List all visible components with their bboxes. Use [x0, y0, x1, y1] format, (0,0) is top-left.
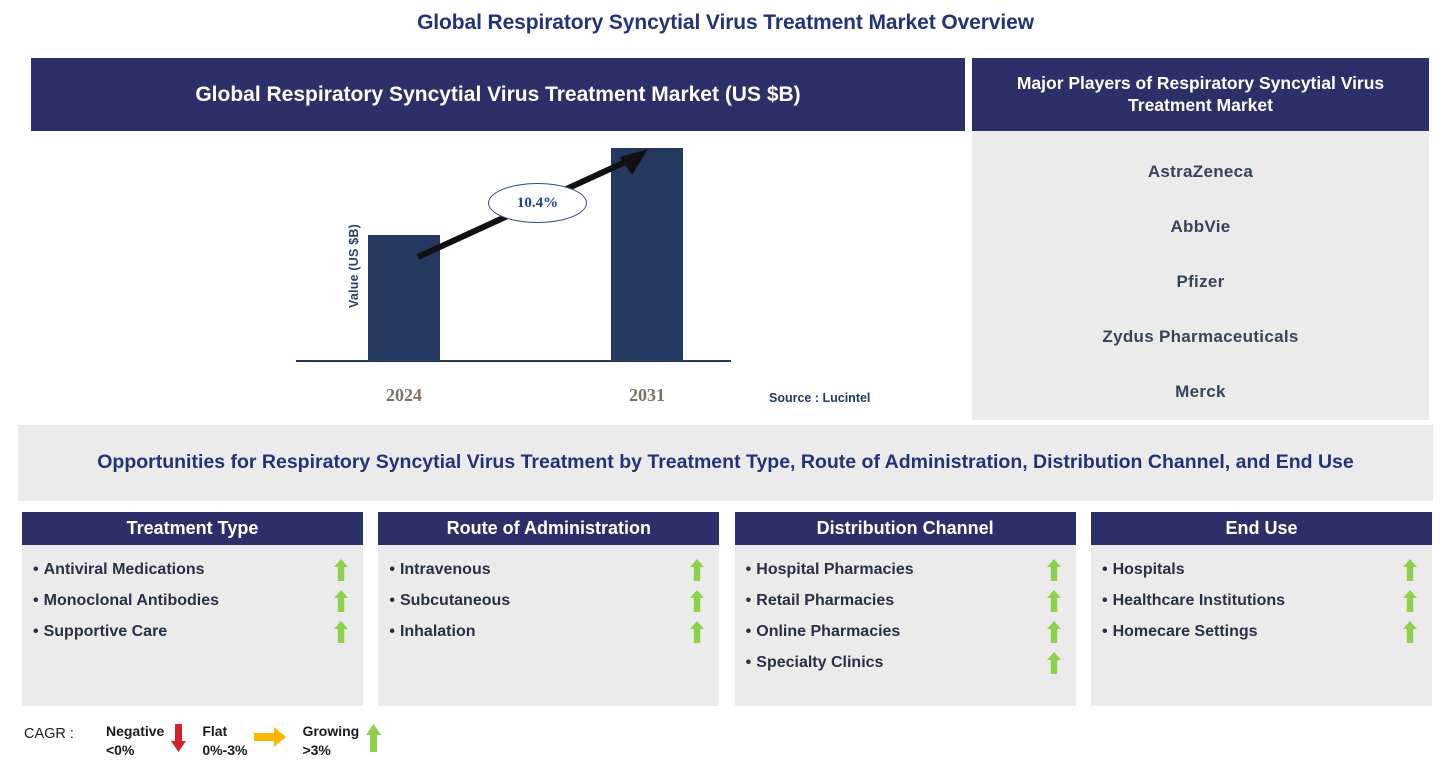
column-body-end-use: Hospitals Healthcare Institutions Homeca… [1091, 545, 1432, 706]
list-item: Monoclonal Antibodies [33, 585, 353, 616]
bar-2031 [611, 148, 683, 360]
list-item: Zydus Pharmaceuticals [1102, 327, 1299, 346]
arrow-up-icon [329, 558, 353, 581]
legend-item-flat-text: Flat 0%-3% [202, 722, 247, 760]
arrow-up-icon [1398, 620, 1422, 643]
list-item-label: Inhalation [389, 623, 476, 641]
legend-label: Growing [302, 723, 360, 739]
legend-range: >3% [302, 741, 331, 758]
market-chart-panel: Global Respiratory Syncytial Virus Treat… [31, 58, 965, 420]
list-item: Antiviral Medications [33, 554, 353, 585]
x-tick-2024: 2024 [386, 385, 422, 405]
page-title: Global Respiratory Syncytial Virus Treat… [417, 11, 1034, 34]
major-players-list: AstraZeneca AbbVie Pfizer Zydus Pharmace… [972, 131, 1429, 419]
list-item: Hospitals [1102, 554, 1422, 585]
arrow-up-icon [329, 589, 353, 612]
list-item: Subcutaneous [389, 585, 709, 616]
bar-2024 [368, 235, 440, 360]
opportunities-banner: Opportunities for Respiratory Syncytial … [18, 425, 1433, 501]
column-header-distribution-channel: Distribution Channel [734, 512, 1076, 545]
arrow-up-icon [1042, 651, 1066, 674]
list-item: Merck [1175, 382, 1226, 401]
list-item-label: Healthcare Institutions [1102, 592, 1285, 610]
arrow-up-icon [1042, 620, 1066, 643]
opportunity-columns: Treatment Type Antiviral Medications Mon… [22, 512, 1432, 706]
market-chart-header: Global Respiratory Syncytial Virus Treat… [31, 58, 965, 131]
x-tick-2031: 2031 [629, 385, 665, 405]
list-item-label: Supportive Care [33, 623, 168, 641]
list-item-label: Retail Pharmacies [746, 592, 894, 610]
cagr-legend-title: CAGR : [24, 726, 74, 742]
arrow-down-icon [171, 724, 187, 752]
arrow-up-icon [1042, 558, 1066, 581]
arrow-up-icon [366, 724, 382, 752]
arrow-up-icon [685, 620, 709, 643]
list-item: Hospital Pharmacies [746, 554, 1066, 585]
market-bar-chart: Value (US $B) 2024 2031 10.4% [31, 131, 965, 420]
column-header-treatment-type: Treatment Type [22, 512, 363, 545]
column-body-distribution-channel: Hospital Pharmacies Retail Pharmacies On… [735, 545, 1076, 706]
column-end-use: End Use Hospitals Healthcare Institution… [1090, 512, 1432, 706]
legend-range: 0%-3% [202, 741, 248, 758]
list-item-label: Intravenous [389, 561, 491, 579]
legend-item-flat: Flat 0%-3% [202, 722, 287, 760]
list-item: Homecare Settings [1102, 616, 1422, 647]
legend-item-growing: Growing >3% [302, 722, 382, 760]
major-players-panel: Major Players of Respiratory Syncytial V… [972, 58, 1429, 420]
arrow-up-icon [685, 558, 709, 581]
legend-item-negative-text: Negative <0% [106, 722, 164, 760]
column-body-treatment-type: Antiviral Medications Monoclonal Antibod… [22, 545, 363, 706]
chart-source-note: Source : Lucintel [769, 391, 871, 405]
column-distribution-channel: Distribution Channel Hospital Pharmacies… [734, 512, 1076, 706]
arrow-up-icon [685, 589, 709, 612]
arrow-up-icon [1042, 589, 1066, 612]
list-item: Intravenous [389, 554, 709, 585]
chart-plot-area: 2024 2031 10.4% [296, 131, 731, 420]
major-players-header: Major Players of Respiratory Syncytial V… [972, 58, 1429, 131]
cagr-legend: CAGR : Negative <0% Flat 0%-3% Growing >… [24, 722, 397, 768]
list-item: Retail Pharmacies [746, 585, 1066, 616]
arrow-up-icon [329, 620, 353, 643]
list-item: Online Pharmacies [746, 616, 1066, 647]
list-item-label: Monoclonal Antibodies [33, 592, 219, 610]
list-item: AbbVie [1170, 217, 1231, 236]
list-item-label: Subcutaneous [389, 592, 510, 610]
column-route-of-administration: Route of Administration Intravenous Subc… [378, 512, 720, 706]
list-item-label: Antiviral Medications [33, 561, 205, 579]
legend-label: Negative [105, 723, 165, 739]
column-treatment-type: Treatment Type Antiviral Medications Mon… [22, 512, 363, 706]
cagr-value-callout: 10.4% [488, 183, 587, 223]
list-item-label: Specialty Clinics [746, 654, 883, 672]
list-item: Specialty Clinics [746, 647, 1066, 678]
list-item: Inhalation [389, 616, 709, 647]
legend-label: Flat [202, 723, 228, 739]
legend-item-negative: Negative <0% [106, 722, 187, 760]
list-item: AstraZeneca [1147, 162, 1254, 181]
arrow-right-icon [254, 724, 287, 747]
column-body-route-of-administration: Intravenous Subcutaneous Inhalation [378, 545, 719, 706]
arrow-up-icon [1398, 589, 1422, 612]
list-item-label: Homecare Settings [1102, 623, 1258, 641]
list-item: Pfizer [1176, 272, 1225, 291]
list-item-label: Online Pharmacies [746, 623, 900, 641]
list-item: Supportive Care [33, 616, 353, 647]
legend-range: <0% [105, 741, 135, 758]
chart-x-axis [296, 360, 731, 362]
column-header-end-use: End Use [1090, 512, 1432, 545]
opportunities-banner-text: Opportunities for Respiratory Syncytial … [97, 451, 1354, 474]
list-item-label: Hospitals [1102, 561, 1185, 579]
arrow-up-icon [1398, 558, 1422, 581]
column-header-route-of-administration: Route of Administration [378, 512, 720, 545]
list-item-label: Hospital Pharmacies [746, 561, 913, 579]
list-item: Healthcare Institutions [1102, 585, 1422, 616]
legend-item-growing-text: Growing >3% [302, 722, 359, 760]
